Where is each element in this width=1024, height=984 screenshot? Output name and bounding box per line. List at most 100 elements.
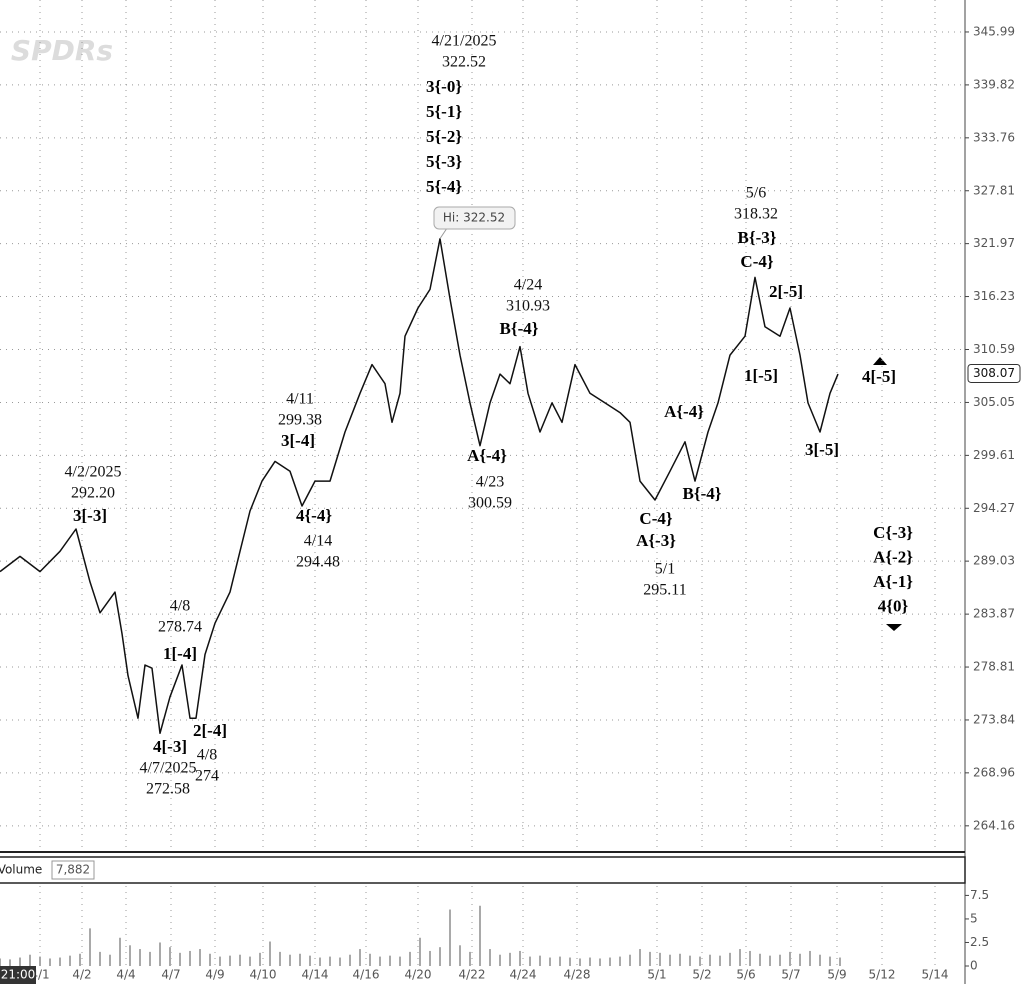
x-tick-label: 5/2	[692, 968, 711, 982]
wave-label: 4[-5]	[862, 367, 896, 386]
volume-bar	[199, 949, 201, 966]
price-annotation: 295.11	[643, 582, 686, 599]
wave-label: 3{-0}	[426, 77, 462, 96]
y-tick-label: 305.05	[973, 395, 1015, 409]
price-annotation: 4/21/2025	[432, 33, 497, 50]
y-tick-label: 5	[970, 911, 978, 925]
price-annotation: 310.93	[506, 298, 550, 315]
volume-bar	[279, 951, 281, 966]
volume-bar	[289, 954, 291, 966]
x-tick-label: 4/14	[302, 968, 329, 982]
volume-bar	[459, 945, 461, 966]
price-annotation: 4/23	[476, 474, 504, 491]
wave-label: 2[-5]	[769, 282, 803, 301]
x-tick-label: 5/9	[827, 968, 846, 982]
y-tick-label: 289.03	[973, 554, 1015, 568]
volume-bar	[319, 957, 321, 966]
volume-bar	[679, 953, 681, 966]
volume-bar	[109, 954, 111, 966]
volume-bar	[729, 952, 731, 966]
price-annotation: 318.32	[734, 206, 778, 223]
price-annotation: 5/1	[655, 561, 675, 578]
volume-bar	[89, 928, 91, 966]
price-line	[0, 238, 839, 735]
y-tick-label: 2.5	[970, 935, 989, 949]
wave-label: 3[-4]	[281, 431, 315, 450]
x-tick-label: 5/7	[781, 968, 800, 982]
volume-bar	[789, 951, 791, 966]
volume-bar	[629, 954, 631, 966]
volume-bar	[29, 954, 31, 966]
y-tick-label: 339.82	[973, 77, 1015, 91]
price-annotation: 4/14	[304, 533, 332, 550]
volume-bar	[49, 958, 51, 966]
x-tick-label: 4/9	[205, 968, 224, 982]
volume-bar	[429, 950, 431, 966]
price-annotation: 322.52	[442, 54, 486, 71]
wave-label: 2[-4]	[193, 721, 227, 740]
wave-label: B{-4}	[500, 319, 539, 338]
volume-bar	[619, 956, 621, 966]
volume-header	[0, 856, 966, 884]
volume-bar	[659, 952, 661, 966]
price-annotation: 4/2/2025	[65, 464, 122, 481]
volume-bar	[169, 947, 171, 966]
wave-label: 1[-4]	[163, 644, 197, 663]
price-annotation: 4/11	[286, 391, 314, 408]
y-tick-label: 345.99	[973, 24, 1015, 38]
volume-bar	[19, 957, 21, 966]
y-tick-label: 268.96	[973, 765, 1015, 779]
x-tick-label: 4/22	[459, 968, 486, 982]
x-tick-label: 4/2	[72, 968, 91, 982]
wave-label: 3[-5]	[805, 440, 839, 459]
wave-label: 4{-4}	[296, 506, 332, 525]
volume-bar	[209, 953, 211, 966]
x-tick-label: 5/1	[647, 968, 666, 982]
wave-label: 5{-2}	[426, 127, 462, 146]
x-tick-label: 4/20	[405, 968, 432, 982]
volume-bar	[589, 957, 591, 966]
wave-label: 4[-3]	[153, 737, 187, 756]
wave-label: 5{-3}	[426, 152, 462, 171]
volume-bar	[329, 956, 331, 966]
wave-label: A{-3}	[636, 531, 676, 550]
crosshair-time-box	[0, 966, 36, 984]
x-tick-label: 4/10	[250, 968, 277, 982]
volume-bar	[779, 954, 781, 966]
hi-callout: Hi: 322.52	[443, 211, 505, 225]
volume-bar	[249, 956, 251, 966]
volume-reading-box	[51, 860, 95, 880]
volume-bar	[819, 954, 821, 966]
wave-label: 3[-3]	[73, 506, 107, 525]
wave-label: C{-3}	[873, 523, 913, 542]
volume-bar	[579, 958, 581, 966]
volume-bar	[699, 956, 701, 966]
y-tick-label: 350.22	[973, 0, 1015, 3]
volume-bar	[149, 951, 151, 966]
price-annotation: 274	[195, 768, 219, 785]
volume-bar	[689, 955, 691, 966]
volume-bar	[609, 957, 611, 966]
wave-label: C-4}	[639, 509, 672, 528]
y-tick-label: 327.81	[973, 183, 1015, 197]
volume-bar	[339, 957, 341, 966]
price-annotation: 4/24	[514, 277, 542, 294]
volume-bar	[229, 955, 231, 966]
volume-bar	[829, 956, 831, 966]
wave-label: 5{-1}	[426, 102, 462, 121]
volume-bar	[79, 953, 81, 966]
wave-label: 4{0}	[878, 596, 909, 615]
wave-label: A{-4}	[664, 402, 704, 421]
logo: SPDRs	[11, 34, 113, 67]
price-annotation: 294.48	[296, 554, 340, 571]
volume-bar	[809, 950, 811, 966]
wave-label: B{-3}	[738, 228, 777, 247]
volume-bar	[39, 956, 41, 966]
volume-bar	[359, 949, 361, 966]
y-tick-label: 316.23	[973, 289, 1015, 303]
y-tick-label: 299.61	[973, 448, 1015, 462]
volume-title: Volume	[0, 863, 42, 877]
price-annotation: 292.20	[71, 485, 115, 502]
